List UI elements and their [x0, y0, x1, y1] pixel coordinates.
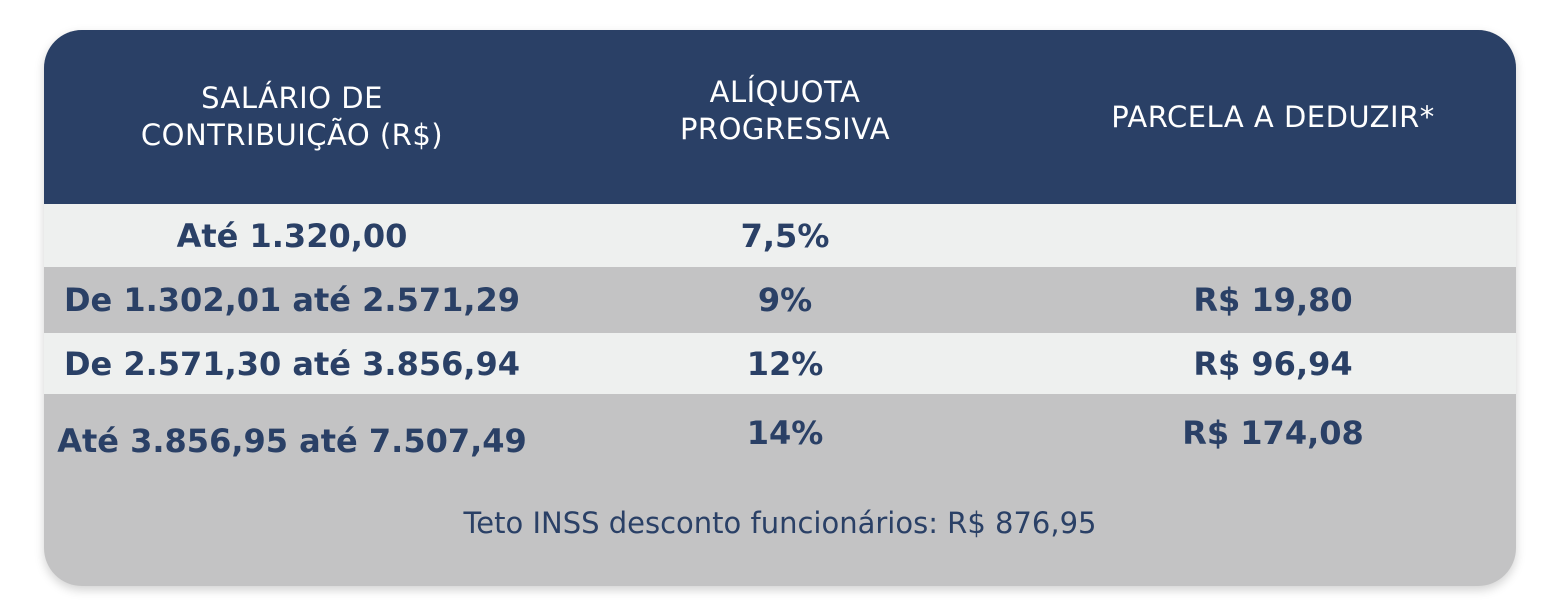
inss-table-card: SALÁRIO DE CONTRIBUIÇÃO (R$) ALÍQUOTA PR…	[44, 30, 1516, 586]
row-parcela: R$ 174,08	[1182, 414, 1364, 452]
row-salario: De 2.571,30 até 3.856,94	[63, 344, 521, 383]
table-row: De 1.302,01 até 2.571,29 9% R$ 19,80	[44, 267, 1516, 333]
table-row: Até 3.856,95 até 7.507,49 14% R$ 174,08	[44, 394, 1516, 484]
row-aliquota: 12%	[746, 344, 824, 383]
table-row: De 2.571,30 até 3.856,94 12% R$ 96,94	[44, 333, 1516, 394]
header-aliquota: ALÍQUOTA PROGRESSIVA	[679, 75, 891, 146]
row-parcela: R$ 19,80	[1193, 281, 1353, 319]
row-parcela: R$ 96,94	[1193, 344, 1353, 383]
row-aliquota: 14%	[746, 414, 824, 452]
row-salario: Até 1.320,00	[176, 216, 408, 255]
row-aliquota: 9%	[757, 281, 813, 319]
table-header: SALÁRIO DE CONTRIBUIÇÃO (R$) ALÍQUOTA PR…	[44, 30, 1516, 204]
header-parcela: PARCELA A DEDUZIR*	[1111, 99, 1435, 134]
header-salario: SALÁRIO DE CONTRIBUIÇÃO (R$)	[140, 81, 444, 152]
row-parcela	[1030, 204, 1516, 267]
teto-inss-note: Teto INSS desconto funcionários: R$ 876,…	[463, 506, 1097, 540]
table-row: Até 1.320,00 7,5%	[44, 204, 1516, 267]
row-salario: De 1.302,01 até 2.571,29	[63, 281, 521, 319]
row-salario: Até 3.856,95 até 7.507,49	[57, 422, 527, 460]
row-aliquota: 7,5%	[740, 216, 830, 255]
